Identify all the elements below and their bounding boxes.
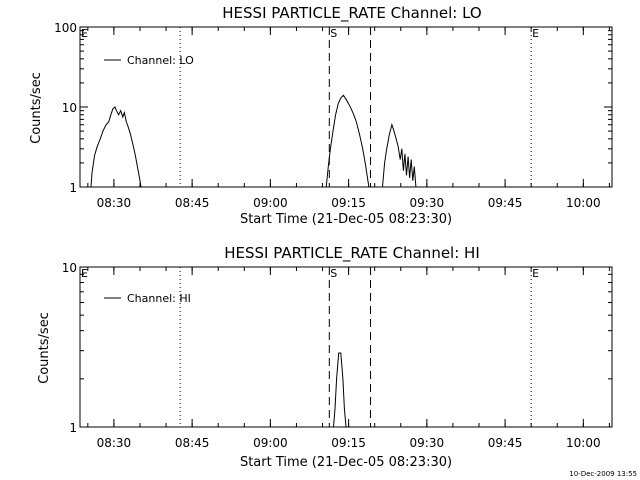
x-tick-label-hi-0: 08:30 bbox=[97, 436, 132, 450]
x-tick-label-lo-4: 09:30 bbox=[410, 196, 445, 210]
x-tick-label-lo-5: 09:45 bbox=[488, 196, 523, 210]
y-tick-label-hi-1: 10 bbox=[62, 261, 77, 275]
x-tick-label-lo-6: 10:00 bbox=[566, 196, 601, 210]
x-tick-label-hi-3: 09:15 bbox=[331, 436, 366, 450]
x-axis-label-lo: Start Time (21-Dec-05 08:23:30) bbox=[240, 212, 452, 227]
x-tick-label-lo-0: 08:30 bbox=[97, 196, 132, 210]
plot-frame-hi bbox=[79, 266, 613, 428]
x-tick-label-lo-2: 09:00 bbox=[253, 196, 288, 210]
marker-lo-1: S bbox=[330, 27, 337, 40]
y-tick-label-lo-2: 100 bbox=[54, 21, 77, 35]
marker-lo-0: E bbox=[81, 27, 88, 40]
marker-lo-2: E bbox=[532, 27, 539, 40]
chart-title-lo: HESSI PARTICLE_RATE Channel: LO bbox=[222, 4, 481, 23]
panel-hi: HESSI PARTICLE_RATE Channel: HI Counts/s… bbox=[37, 244, 613, 470]
series-line-hi-0 bbox=[333, 352, 347, 428]
y-axis-label-hi: Counts/sec bbox=[37, 312, 52, 384]
y-tick-label-lo-1: 10 bbox=[62, 101, 77, 115]
plot-frame-lo bbox=[79, 26, 613, 188]
marker-hi-0: E bbox=[81, 267, 88, 280]
x-tick-label-hi-5: 09:45 bbox=[488, 436, 523, 450]
panel-lo: HESSI PARTICLE_RATE Channel: LO Counts/s… bbox=[29, 4, 613, 227]
x-tick-label-hi-4: 09:30 bbox=[410, 436, 445, 450]
y-tick-label-lo-0: 1 bbox=[69, 181, 77, 195]
x-tick-label-hi-6: 10:00 bbox=[566, 436, 601, 450]
x-tick-label-lo-1: 08:45 bbox=[175, 196, 210, 210]
x-axis-label-hi: Start Time (21-Dec-05 08:23:30) bbox=[240, 455, 452, 470]
x-tick-label-lo-3: 09:15 bbox=[331, 196, 366, 210]
legend-label-lo: Channel: LO bbox=[127, 54, 194, 67]
marker-hi-1: S bbox=[330, 267, 337, 280]
y-axis-label-lo: Counts/sec bbox=[29, 72, 44, 144]
y-tick-label-hi-0: 1 bbox=[69, 421, 77, 435]
x-tick-label-hi-1: 08:45 bbox=[175, 436, 210, 450]
x-tick-label-hi-2: 09:00 bbox=[253, 436, 288, 450]
legend-label-hi: Channel: HI bbox=[127, 292, 191, 305]
series-line-lo-0 bbox=[90, 94, 417, 188]
timestamp: 10-Dec-2009 13:55 bbox=[569, 470, 637, 478]
chart-title-hi: HESSI PARTICLE_RATE Channel: HI bbox=[224, 244, 480, 263]
marker-hi-2: E bbox=[532, 267, 539, 280]
